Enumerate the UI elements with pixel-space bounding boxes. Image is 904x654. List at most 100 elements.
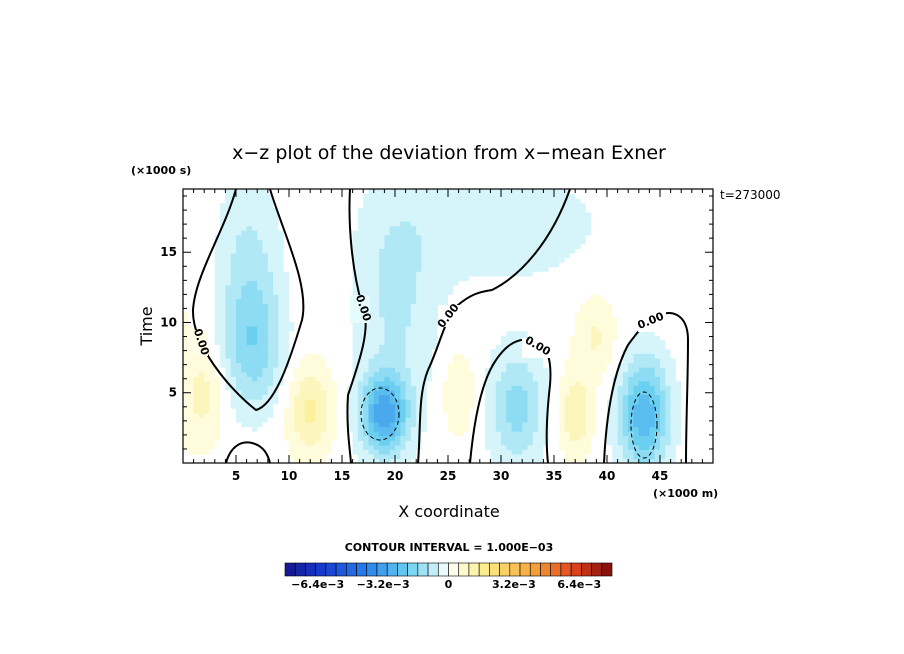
heatmap-cell [506, 417, 513, 423]
heatmap-cell [262, 312, 269, 318]
heatmap-cell [373, 211, 380, 217]
heatmap-cell [214, 371, 221, 377]
heatmap-cell [516, 380, 523, 386]
heatmap-cell [485, 248, 491, 254]
heatmap-cell [596, 358, 603, 364]
heatmap-cell [448, 252, 454, 259]
heatmap-cell [304, 339, 311, 345]
heatmap-cell [188, 211, 195, 217]
heatmap-cell [485, 389, 491, 396]
heatmap-cell [543, 403, 550, 409]
heatmap-cell [373, 257, 380, 263]
heatmap-cell [220, 335, 226, 341]
heatmap-cell [501, 225, 507, 231]
heatmap-cell [559, 243, 566, 249]
heatmap-cell [357, 230, 364, 236]
heatmap-cell [527, 321, 534, 327]
heatmap-cell [596, 435, 603, 441]
heatmap-cell [585, 380, 592, 386]
heatmap-cell [601, 252, 608, 259]
heatmap-cell [559, 399, 566, 405]
heatmap-cell [188, 252, 195, 259]
heatmap-cell [294, 252, 301, 259]
heatmap-cell [395, 243, 401, 249]
heatmap-cell [315, 294, 322, 300]
heatmap-cell [485, 353, 491, 359]
heatmap-cell [193, 376, 200, 382]
heatmap-cell [485, 243, 491, 249]
heatmap-cell [405, 412, 412, 418]
heatmap-cell [453, 426, 460, 432]
heatmap-cell [421, 243, 428, 249]
heatmap-cell [569, 294, 576, 300]
heatmap-cell [320, 394, 327, 400]
heatmap-cell [448, 335, 454, 341]
heatmap-cell [437, 326, 444, 332]
heatmap-cell [262, 358, 269, 364]
heatmap-cell [479, 399, 486, 405]
heatmap-cell [193, 403, 200, 409]
heatmap-cell [416, 225, 423, 231]
heatmap-cell [426, 207, 433, 213]
heatmap-cell [278, 421, 285, 428]
heatmap-cell [516, 335, 523, 341]
heatmap-cell [548, 321, 555, 327]
heatmap-cell [188, 275, 195, 281]
heatmap-cell [283, 371, 290, 377]
heatmap-cell [469, 412, 476, 418]
heatmap-cell [246, 362, 253, 368]
heatmap-cell [246, 275, 253, 281]
heatmap-cell [395, 426, 401, 432]
heatmap-cell [251, 221, 258, 227]
heatmap-cell [257, 252, 264, 259]
heatmap-cell [522, 303, 529, 309]
heatmap-cell [331, 202, 338, 208]
heatmap-cell [400, 202, 407, 208]
heatmap-cell [432, 444, 438, 450]
heatmap-cell [257, 403, 264, 409]
heatmap-cell [294, 193, 301, 199]
heatmap-cell [320, 344, 327, 350]
heatmap-cell [432, 389, 438, 396]
heatmap-cell [379, 275, 385, 281]
heatmap-cell [421, 225, 428, 231]
heatmap-cell [331, 353, 338, 359]
heatmap-cell [474, 284, 481, 291]
heatmap-cell [410, 362, 417, 368]
heatmap-cell [485, 403, 491, 409]
heatmap-cell [336, 211, 343, 217]
heatmap-cell [559, 248, 566, 254]
heatmap-cell [559, 412, 566, 418]
heatmap-cell [426, 385, 433, 391]
heatmap-cell [236, 234, 242, 240]
heatmap-cell [564, 339, 571, 345]
heatmap-cell [612, 294, 619, 300]
heatmap-cell [389, 435, 396, 441]
heatmap-cell [453, 362, 460, 368]
heatmap-cell [405, 326, 412, 332]
heatmap-cell [389, 189, 396, 195]
heatmap-cell [596, 275, 603, 281]
heatmap-cell [463, 426, 470, 432]
heatmap-cell [257, 339, 264, 345]
heatmap-cell [400, 312, 407, 318]
heatmap-cell [363, 225, 370, 231]
heatmap-cell [236, 230, 242, 236]
heatmap-cell [257, 234, 264, 240]
heatmap-cell [214, 198, 221, 204]
heatmap-cell [214, 189, 221, 195]
heatmap-cell [490, 202, 497, 208]
heatmap-cell [214, 307, 221, 313]
heatmap-cell [363, 339, 370, 345]
heatmap-cell [342, 257, 348, 263]
heatmap-cell [368, 458, 375, 463]
heatmap-cell [596, 339, 603, 345]
heatmap-cell [352, 394, 359, 400]
heatmap-cell [267, 353, 274, 359]
heatmap-cell [564, 230, 571, 236]
heatmap-cell [214, 326, 221, 332]
heatmap-cell [251, 458, 258, 463]
heatmap-cell [373, 348, 380, 354]
heatmap-cell [267, 321, 274, 327]
heatmap-cell [511, 239, 518, 245]
